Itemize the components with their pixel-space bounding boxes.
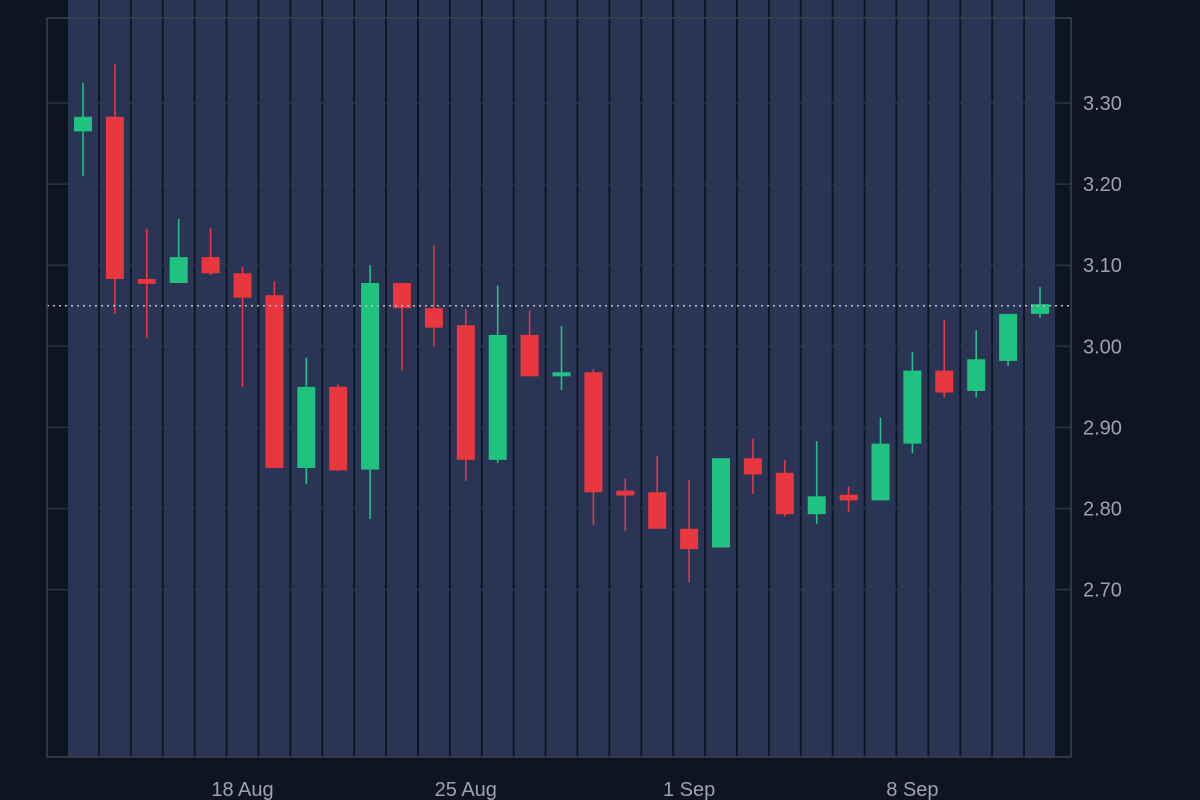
volume-bar — [769, 0, 800, 757]
candle-body — [361, 283, 380, 470]
candle-body — [105, 116, 124, 279]
volume-bar — [674, 0, 705, 757]
volume-bar — [195, 0, 226, 757]
candle — [552, 326, 571, 391]
date-tick-label: 18 Aug — [211, 779, 273, 800]
volume-bar — [833, 0, 864, 757]
candle — [105, 64, 124, 314]
volume-bar — [387, 0, 417, 757]
volume-bar — [68, 0, 98, 757]
candle-body — [169, 257, 188, 284]
volume-bar — [1025, 0, 1055, 757]
candle — [743, 438, 762, 494]
candle-body — [74, 116, 92, 132]
candle-body — [584, 372, 603, 493]
plot-frame — [46, 17, 1072, 758]
candle-body — [871, 443, 890, 501]
candle-body — [520, 334, 539, 377]
candle — [648, 455, 667, 529]
date-tick-label: 1 Sep — [663, 779, 715, 800]
price-tick-label: 3.20 — [1083, 174, 1122, 196]
candle — [584, 369, 603, 525]
candle — [999, 313, 1018, 366]
candle — [137, 228, 156, 339]
candle — [361, 265, 380, 520]
volume-bar — [610, 0, 641, 757]
candle — [903, 351, 922, 454]
time-axis-labels: 18 Aug 25 Aug 1 Sep 8 Sep — [211, 779, 938, 800]
candle-body — [297, 386, 316, 468]
candle — [712, 458, 730, 548]
price-tick-label: 2.90 — [1083, 417, 1122, 439]
candle — [871, 417, 890, 501]
candle-body — [456, 325, 475, 460]
candle-body — [648, 492, 667, 529]
price-tick-label: 3.30 — [1083, 93, 1122, 115]
candle — [967, 330, 986, 398]
volume-bar — [163, 0, 194, 757]
candle-body — [967, 359, 986, 391]
volume-bar — [993, 0, 1024, 757]
candle-body — [680, 528, 699, 550]
candle — [74, 82, 92, 176]
candle-body — [839, 494, 858, 501]
candle — [616, 478, 635, 532]
candle-body — [903, 370, 922, 444]
volume-bar — [323, 0, 354, 757]
candle — [297, 357, 316, 485]
price-axis-labels: 2.70 2.80 2.90 3.00 3.10 3.20 3.30 — [1083, 93, 1122, 602]
candle-body — [552, 372, 571, 377]
date-tick-label: 25 Aug — [435, 779, 497, 800]
candles — [74, 64, 1049, 583]
price-tick-label: 3.00 — [1083, 336, 1122, 358]
candle-body — [233, 273, 252, 298]
price-tick-label: 2.70 — [1083, 580, 1122, 602]
candle — [807, 441, 826, 524]
volume-bar — [131, 0, 162, 757]
candle-body — [1031, 304, 1049, 314]
candle — [520, 310, 539, 377]
price-tick-label: 2.80 — [1083, 499, 1122, 521]
volume-bar — [514, 0, 545, 757]
volume-bar — [706, 0, 736, 757]
candle-body — [999, 313, 1018, 361]
volume-bar — [642, 0, 673, 757]
candle — [201, 227, 220, 275]
candle-body — [712, 458, 730, 548]
candle-body — [393, 283, 411, 309]
candle-body — [775, 472, 794, 515]
volume-bar — [865, 0, 896, 757]
candle — [233, 266, 252, 387]
volume-bar — [418, 0, 449, 757]
candle-body — [807, 496, 826, 515]
price-tick-label: 3.10 — [1083, 255, 1122, 277]
candle-body — [137, 278, 156, 284]
candle — [775, 459, 794, 517]
candle-body — [935, 370, 954, 393]
candle — [329, 384, 348, 472]
date-tick-label: 8 Sep — [886, 779, 938, 800]
candle-body — [329, 386, 348, 471]
candle — [424, 244, 443, 347]
candle-body — [616, 490, 635, 496]
volume-bar — [801, 0, 832, 757]
candle — [456, 308, 475, 481]
candle — [839, 486, 858, 512]
volume-bar — [737, 0, 768, 757]
candle — [488, 285, 507, 464]
candle — [393, 283, 411, 371]
candle — [680, 480, 699, 583]
candle-body — [488, 334, 507, 460]
candle — [265, 281, 284, 468]
candle — [169, 218, 188, 284]
candle-body — [424, 308, 443, 328]
candle — [1031, 287, 1049, 318]
candle-body — [265, 295, 284, 468]
candle-body — [201, 257, 220, 274]
candle-body — [743, 458, 762, 475]
candle — [935, 319, 954, 398]
